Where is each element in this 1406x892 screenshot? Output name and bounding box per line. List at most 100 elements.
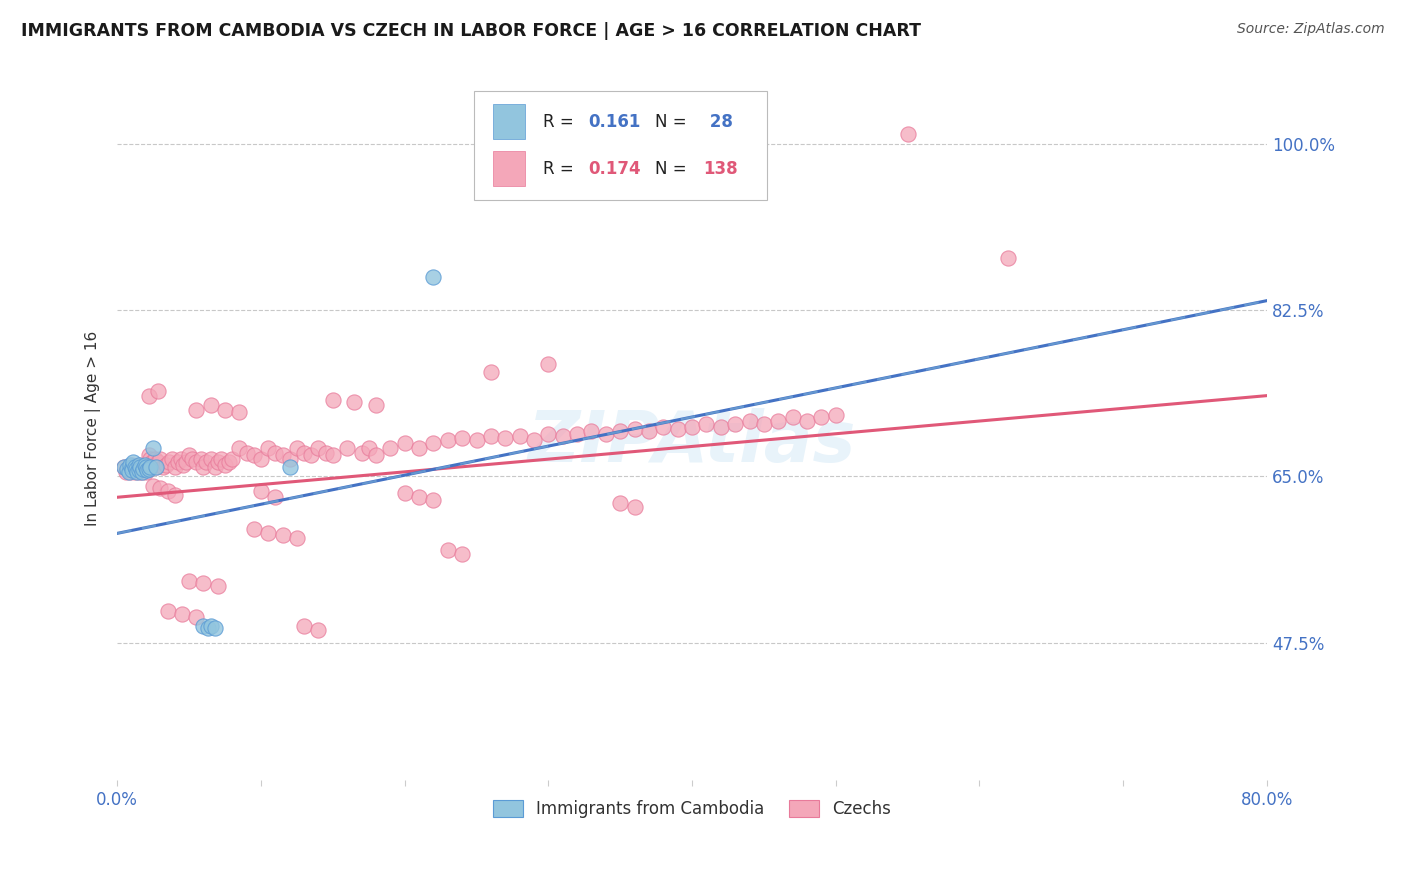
Text: Source: ZipAtlas.com: Source: ZipAtlas.com	[1237, 22, 1385, 37]
Point	[157, 455, 180, 469]
Point	[136, 462, 159, 476]
Point	[117, 462, 139, 476]
Point	[595, 426, 617, 441]
Text: 0.161: 0.161	[589, 112, 641, 131]
Point	[609, 496, 631, 510]
Point	[307, 624, 329, 638]
Point	[752, 417, 775, 431]
Point	[114, 459, 136, 474]
Point	[408, 490, 430, 504]
Point	[193, 619, 215, 633]
Point	[128, 458, 150, 472]
Point	[681, 420, 703, 434]
Text: R =: R =	[543, 160, 579, 178]
Point	[299, 449, 322, 463]
Point	[174, 455, 197, 469]
Point	[695, 417, 717, 431]
Point	[243, 449, 266, 463]
Point	[135, 458, 157, 472]
Point	[139, 459, 162, 474]
Text: ZIPAtlas: ZIPAtlas	[527, 409, 856, 477]
Point	[181, 452, 204, 467]
Point	[118, 465, 141, 479]
Point	[810, 410, 832, 425]
Point	[142, 458, 165, 472]
Point	[132, 462, 155, 476]
Point	[315, 445, 337, 459]
Point	[343, 395, 366, 409]
Point	[128, 463, 150, 477]
Point	[135, 465, 157, 479]
Point	[322, 393, 344, 408]
Point	[204, 621, 226, 635]
Point	[127, 465, 149, 479]
Point	[186, 610, 208, 624]
FancyBboxPatch shape	[474, 92, 766, 201]
Point	[581, 424, 603, 438]
Point	[145, 459, 167, 474]
Point	[228, 405, 250, 419]
Point	[666, 422, 689, 436]
Point	[738, 414, 761, 428]
Point	[122, 455, 145, 469]
Point	[364, 449, 387, 463]
Point	[186, 402, 208, 417]
Point	[200, 398, 222, 412]
Point	[156, 483, 179, 498]
Point	[408, 441, 430, 455]
Point	[204, 459, 226, 474]
Point	[141, 455, 163, 469]
Bar	[494, 152, 526, 186]
Point	[152, 459, 174, 474]
Point	[422, 436, 444, 450]
Point	[364, 398, 387, 412]
Point	[193, 575, 215, 590]
Point	[479, 365, 502, 379]
Point	[114, 459, 136, 474]
Point	[494, 431, 516, 445]
Point	[190, 452, 212, 467]
Point	[357, 441, 380, 455]
Point	[278, 452, 301, 467]
Point	[136, 463, 159, 477]
Point	[250, 483, 273, 498]
Point	[127, 459, 149, 474]
Point	[122, 459, 145, 474]
Point	[897, 128, 920, 142]
Point	[565, 426, 588, 441]
Point	[243, 522, 266, 536]
Point	[145, 459, 167, 474]
Point	[271, 449, 294, 463]
Point	[768, 414, 790, 428]
Point	[509, 429, 531, 443]
Point	[350, 445, 373, 459]
Point	[142, 479, 165, 493]
Point	[125, 462, 148, 476]
Point	[285, 441, 308, 455]
Point	[200, 452, 222, 467]
Point	[394, 486, 416, 500]
Point	[128, 465, 150, 479]
Point	[132, 462, 155, 476]
Point	[336, 441, 359, 455]
Point	[824, 408, 846, 422]
Point	[124, 459, 146, 474]
Point	[207, 455, 229, 469]
Point	[235, 445, 257, 459]
Point	[250, 452, 273, 467]
Point	[451, 547, 474, 561]
Point	[623, 422, 645, 436]
Legend: Immigrants from Cambodia, Czechs: Immigrants from Cambodia, Czechs	[486, 793, 898, 825]
Point	[172, 458, 194, 472]
Point	[179, 449, 201, 463]
Point	[200, 619, 222, 633]
Point	[436, 434, 458, 448]
Point	[186, 455, 208, 469]
Point	[121, 458, 143, 472]
Text: N =: N =	[655, 112, 692, 131]
Point	[170, 607, 193, 621]
Point	[125, 462, 148, 476]
Point	[710, 420, 733, 434]
Point	[479, 429, 502, 443]
Point	[163, 459, 186, 474]
